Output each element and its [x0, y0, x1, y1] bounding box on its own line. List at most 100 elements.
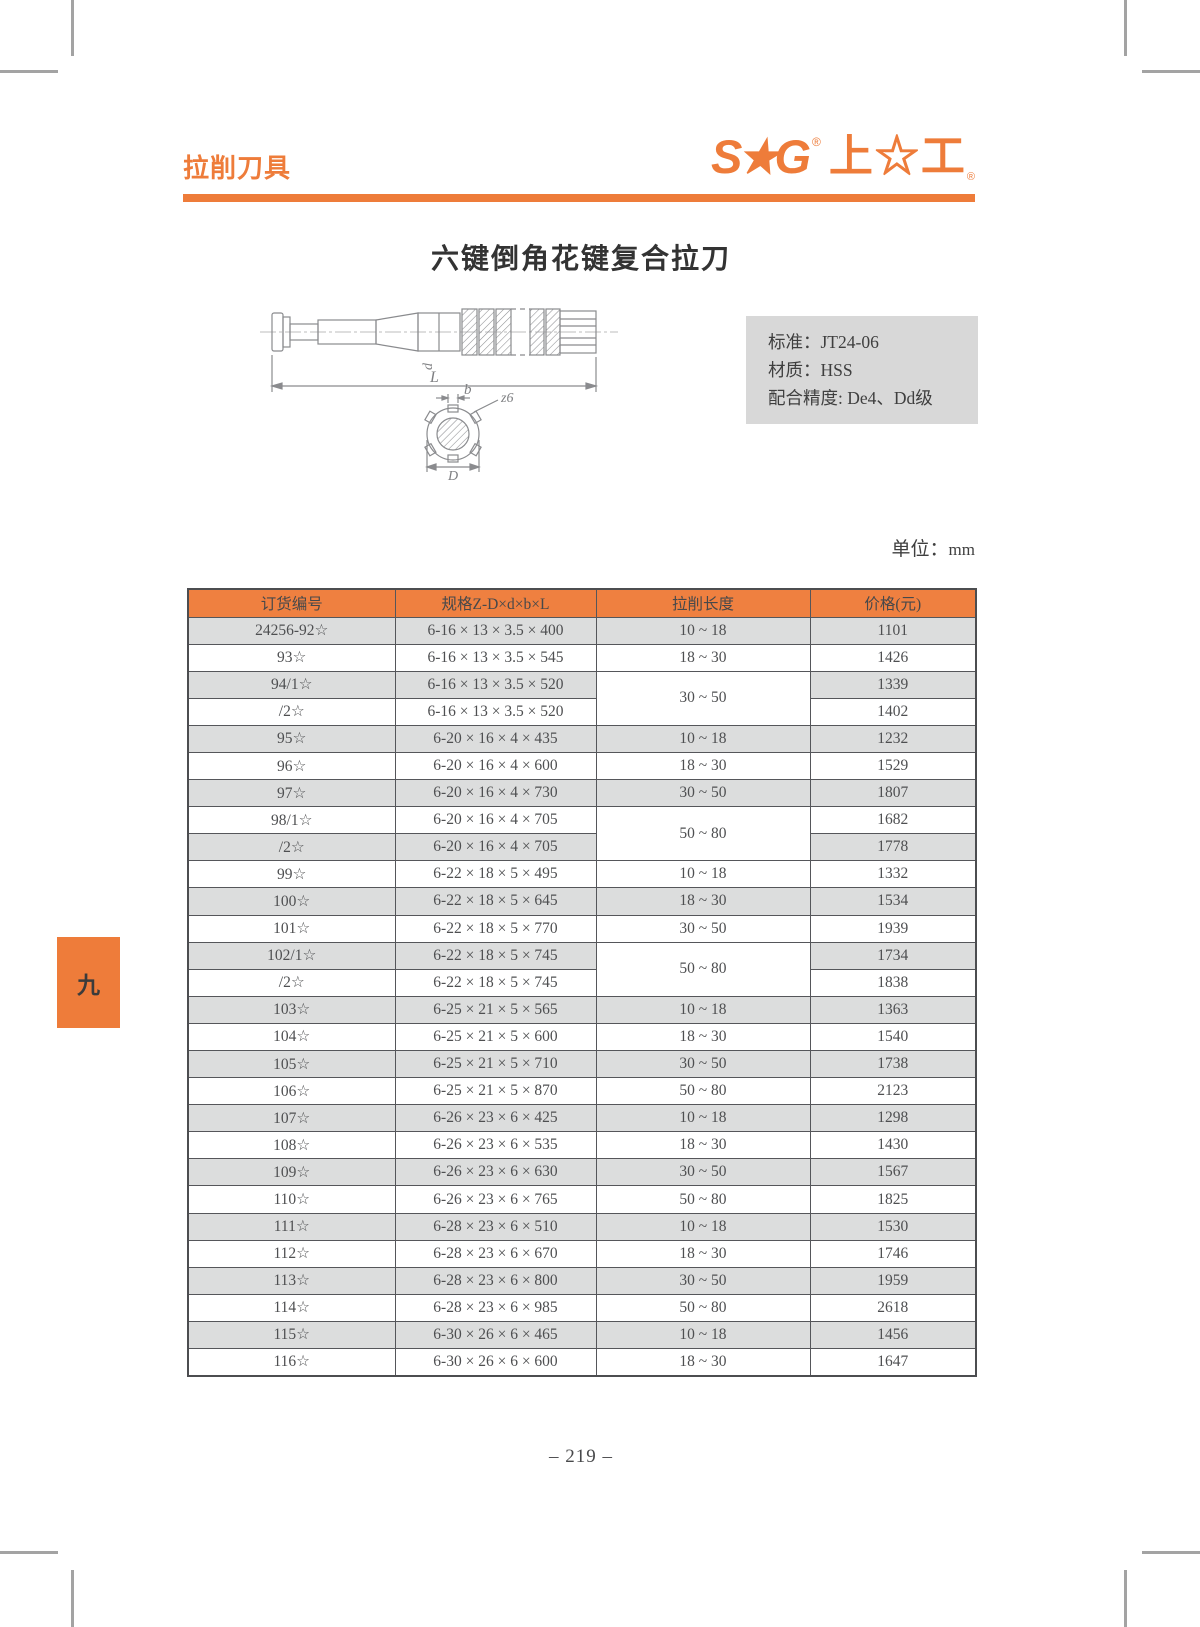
cell-order-code: 116☆ — [187, 1348, 396, 1377]
cell-order-code: 107☆ — [187, 1104, 396, 1133]
cell-price: 1647 — [809, 1348, 977, 1377]
cell-order-code: /2☆ — [187, 697, 396, 726]
cell-broach-length: 30 ~ 50 — [595, 1158, 811, 1187]
cell-broach-length: 18 ~ 30 — [595, 751, 811, 781]
table-row: 112☆ 6-28 × 23 × 6 × 670 18 ~ 30 1746 — [187, 1239, 977, 1268]
cell-price: 2618 — [809, 1293, 977, 1322]
cell-broach-length: 30 ~ 50 — [595, 670, 811, 726]
cell-price: 1825 — [809, 1185, 977, 1214]
table-row: 104☆ 6-25 × 21 × 5 × 600 18 ~ 30 1540 — [187, 1022, 977, 1052]
table-row: 94/1☆ 6-16 × 13 × 3.5 × 520 30 ~ 50 1339 — [187, 670, 977, 726]
cell-price: 1838 — [809, 968, 977, 997]
cell-spec: 6-16 × 13 × 3.5 × 520 — [394, 697, 597, 726]
table-row: 97☆ 6-20 × 16 × 4 × 730 30 ~ 50 1807 — [187, 779, 977, 808]
spec-standard: 标准：JT24-06 — [768, 332, 879, 352]
category-title: 拉削刀具 — [183, 153, 292, 183]
table-row: /2☆ 6-22 × 18 × 5 × 745 1838 — [187, 968, 977, 997]
cell-spec: 6-16 × 13 × 3.5 × 520 — [394, 670, 597, 699]
brand-cn-logo: 上☆工 — [828, 132, 967, 181]
cell-order-code: 98/1☆ — [187, 806, 396, 835]
cell-broach-length: 18 ~ 30 — [595, 887, 811, 916]
col-header-order-code: 订货编号 — [187, 588, 396, 618]
cell-price: 1738 — [809, 1049, 977, 1079]
cell-spec: 6-25 × 21 × 5 × 710 — [394, 1049, 597, 1079]
cell-broach-length: 18 ~ 30 — [595, 1239, 811, 1268]
table-row: 101☆ 6-22 × 18 × 5 × 770 30 ~ 50 1939 — [187, 914, 977, 943]
product-table-container: 订货编号 规格Z-D×d×b×L 拉削长度 价格(元) 24256-92☆ 6-1… — [187, 588, 977, 1377]
table-row: 100☆ 6-22 × 18 × 5 × 645 18 ~ 30 1534 — [187, 887, 977, 916]
cell-spec: 6-20 × 16 × 4 × 705 — [394, 806, 597, 835]
brand-logo: S★G ® 上☆工 ® — [711, 132, 975, 183]
cell-price: 2123 — [809, 1077, 977, 1106]
cell-order-code: 102/1☆ — [187, 941, 396, 970]
crop-mark-bottom-right-v — [1124, 1570, 1127, 1627]
cell-order-code: 100☆ — [187, 887, 396, 916]
cell-order-code: 93☆ — [187, 643, 396, 672]
cell-price: 1101 — [809, 616, 977, 645]
cell-order-code: /2☆ — [187, 833, 396, 862]
cell-spec: 6-16 × 13 × 3.5 × 400 — [394, 616, 597, 645]
cell-price: 1540 — [809, 1022, 977, 1052]
unit-note: 单位：mm — [892, 534, 975, 561]
cell-order-code: 24256-92☆ — [187, 616, 396, 645]
table-row: 115☆ 6-30 × 26 × 6 × 465 10 ~ 18 1456 — [187, 1320, 977, 1350]
cell-spec: 6-26 × 23 × 6 × 630 — [394, 1158, 597, 1187]
drawing-label-d: d — [421, 362, 436, 370]
cell-spec: 6-26 × 23 × 6 × 535 — [394, 1131, 597, 1160]
cell-order-code: 99☆ — [187, 860, 396, 889]
cell-price: 1939 — [809, 914, 977, 943]
crop-mark-top-left-h — [0, 70, 58, 73]
cell-broach-length: 50 ~ 80 — [595, 1077, 811, 1106]
table-row: 110☆ 6-26 × 23 × 6 × 765 50 ~ 80 1825 — [187, 1185, 977, 1214]
table-row: 103☆ 6-25 × 21 × 5 × 565 10 ~ 18 1363 — [187, 995, 977, 1024]
cell-price: 1734 — [809, 941, 977, 970]
cell-spec: 6-22 × 18 × 5 × 645 — [394, 887, 597, 916]
cell-spec: 6-25 × 21 × 5 × 870 — [394, 1077, 597, 1106]
table-row: 114☆ 6-28 × 23 × 6 × 985 50 ~ 80 2618 — [187, 1293, 977, 1322]
table-row: 109☆ 6-26 × 23 × 6 × 630 30 ~ 50 1567 — [187, 1158, 977, 1187]
table-row: 106☆ 6-25 × 21 × 5 × 870 50 ~ 80 2123 — [187, 1077, 977, 1106]
cell-broach-length: 18 ~ 30 — [595, 1022, 811, 1052]
cell-broach-length: 10 ~ 18 — [595, 995, 811, 1024]
cell-spec: 6-20 × 16 × 4 × 705 — [394, 833, 597, 862]
cell-price: 1402 — [809, 697, 977, 726]
cell-price: 1298 — [809, 1104, 977, 1133]
cell-price: 1430 — [809, 1131, 977, 1160]
cell-price: 1778 — [809, 833, 977, 862]
cell-price: 1232 — [809, 724, 977, 753]
header-divider — [183, 194, 975, 202]
crop-mark-top-right-h — [1142, 70, 1200, 73]
cell-spec: 6-20 × 16 × 4 × 730 — [394, 779, 597, 808]
cell-price: 1456 — [809, 1320, 977, 1350]
cell-broach-length: 10 ~ 18 — [595, 860, 811, 889]
table-row: 111☆ 6-28 × 23 × 6 × 510 10 ~ 18 1530 — [187, 1212, 977, 1241]
cell-order-code: 105☆ — [187, 1049, 396, 1079]
crop-mark-top-right-v — [1124, 0, 1127, 56]
table-row: 107☆ 6-26 × 23 × 6 × 425 10 ~ 18 1298 — [187, 1104, 977, 1133]
cell-price: 1530 — [809, 1212, 977, 1241]
unit-label: 单位： — [891, 539, 949, 560]
col-header-price: 价格(元) — [809, 588, 977, 618]
table-row: 96☆ 6-20 × 16 × 4 × 600 18 ~ 30 1529 — [187, 751, 977, 781]
cell-broach-length: 10 ~ 18 — [595, 1212, 811, 1241]
crop-mark-bottom-right-h — [1142, 1551, 1200, 1554]
registered-mark-icon: ® — [966, 171, 975, 183]
cell-price: 1746 — [809, 1239, 977, 1268]
drawing-label-D: D — [447, 469, 458, 480]
cell-broach-length: 10 ~ 18 — [595, 724, 811, 753]
cell-price: 1332 — [809, 860, 977, 889]
drawing-label-L: L — [429, 369, 439, 386]
cell-price: 1959 — [809, 1266, 977, 1295]
spec-precision: 配合精度: De4、Dd级 — [768, 388, 933, 408]
cell-order-code: 101☆ — [187, 914, 396, 943]
cell-spec: 6-20 × 16 × 4 × 600 — [394, 751, 597, 781]
cell-order-code: 104☆ — [187, 1022, 396, 1052]
drawing-label-b: b — [464, 382, 472, 398]
broach-drawing-svg: d L b z6 D — [260, 308, 618, 484]
cell-broach-length: 30 ~ 50 — [595, 779, 811, 808]
cell-broach-length: 10 ~ 18 — [595, 1104, 811, 1133]
cell-order-code: 112☆ — [187, 1239, 396, 1268]
cell-spec: 6-25 × 21 × 5 × 600 — [394, 1022, 597, 1052]
cell-order-code: 108☆ — [187, 1131, 396, 1160]
cell-broach-length: 50 ~ 80 — [595, 941, 811, 997]
